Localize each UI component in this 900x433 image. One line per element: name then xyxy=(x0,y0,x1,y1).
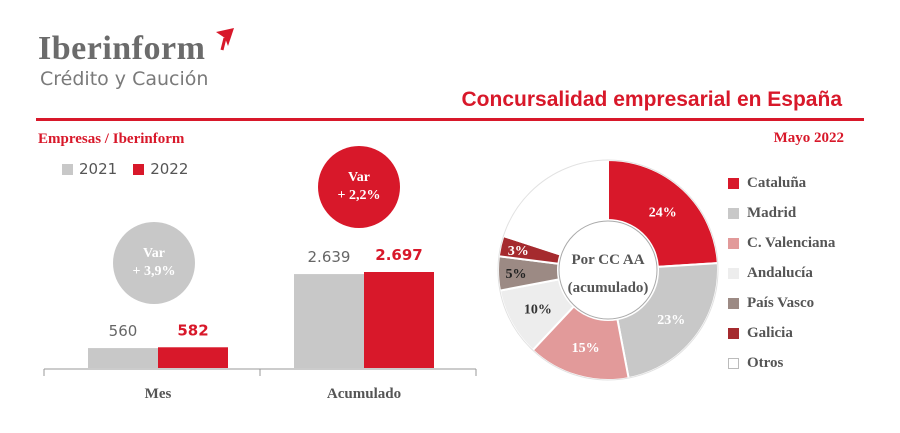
donut-legend-item: País Vasco xyxy=(728,288,835,318)
donut-label-6: 3% xyxy=(508,244,529,259)
bar-label-acumulado-2022: 2.697 xyxy=(375,246,422,264)
legend-swatch-2021 xyxy=(62,163,73,175)
donut-legend-item: Otros xyxy=(728,348,835,378)
donut-legend-item: Madrid xyxy=(728,198,835,228)
donut-legend-swatch xyxy=(728,207,739,219)
brand-name: Iberinform xyxy=(38,30,206,67)
donut-legend-swatch xyxy=(728,327,739,339)
bar-mes-2022 xyxy=(158,347,228,368)
bar-label-mes-2021: 560 xyxy=(109,322,138,340)
donut-outline xyxy=(497,159,719,381)
var-bubble-acumulado-line1: Var xyxy=(347,170,371,185)
legend-item-2022: 2022 xyxy=(133,160,188,178)
donut-label-1: 24% xyxy=(649,206,677,221)
legend-label-2021: 2021 xyxy=(79,160,118,178)
brand-subtitle: Crédito y Caución xyxy=(40,68,209,90)
donut-legend-swatch xyxy=(728,357,739,369)
chart-title: Concursalidad empresarial en España xyxy=(461,88,842,111)
donut-label-2: 23% xyxy=(657,313,685,328)
donut-label-4: 10% xyxy=(524,303,552,318)
donut-legend-label: Andalucía xyxy=(747,264,813,281)
var-bubble-mes: Var + 3,9% xyxy=(113,222,195,304)
donut-legend-item: Galicia xyxy=(728,318,835,348)
donut-legend-swatch xyxy=(728,267,739,279)
brand-arrow-icon xyxy=(216,28,234,51)
bar-chart-subtitle: Empresas / Iberinform xyxy=(38,131,185,147)
category-label-acumulado: Acumulado xyxy=(327,386,401,402)
donut-center-label-1: Por CC AA xyxy=(571,252,644,268)
bar-acumulado-2021 xyxy=(294,274,364,368)
donut-hole xyxy=(558,220,658,320)
bar-label-acumulado-2021: 2.639 xyxy=(308,248,351,266)
report-date: Mayo 2022 xyxy=(773,130,844,146)
donut-label-3: 15% xyxy=(572,341,600,356)
var-bubble-mes-line1: Var xyxy=(142,246,166,261)
donut-legend-label: País Vasco xyxy=(747,294,815,311)
donut-legend-label: Cataluña xyxy=(747,174,807,191)
var-bubble-mes-line2: + 3,9% xyxy=(132,264,176,279)
bar-legend: 2021 2022 xyxy=(62,160,188,178)
donut-legend-label: Madrid xyxy=(747,204,797,221)
donut-legend-swatch xyxy=(728,177,739,189)
category-label-mes: Mes xyxy=(145,386,172,402)
legend-label-2022: 2022 xyxy=(150,160,189,178)
donut-legend-item: Andalucía xyxy=(728,258,835,288)
donut-legend-label: Galicia xyxy=(747,324,793,341)
var-bubble-acumulado-line2: + 2,2% xyxy=(337,188,381,203)
legend-swatch-2022 xyxy=(133,163,145,175)
bar-label-mes-2022: 582 xyxy=(177,321,208,339)
donut-legend-item: Cataluña xyxy=(728,168,835,198)
donut-legend-swatch xyxy=(728,297,739,309)
bar-mes-2021 xyxy=(88,348,158,368)
donut-center-label-2: (acumulado) xyxy=(568,280,649,296)
donut-legend-label: Otros xyxy=(747,354,784,371)
donut-label-5: 5% xyxy=(506,267,527,282)
title-divider xyxy=(36,118,864,121)
donut-legend-item: C. Valenciana xyxy=(728,228,835,258)
donut-legend-swatch xyxy=(728,237,739,249)
legend-item-2021: 2021 xyxy=(62,160,117,178)
bar-acumulado-2022 xyxy=(364,272,434,368)
var-bubble-acumulado: Var + 2,2% xyxy=(318,146,400,228)
donut-legend: Cataluña Madrid C. Valenciana Andalucía País… xyxy=(728,168,835,378)
donut-legend-label: C. Valenciana xyxy=(747,234,836,251)
